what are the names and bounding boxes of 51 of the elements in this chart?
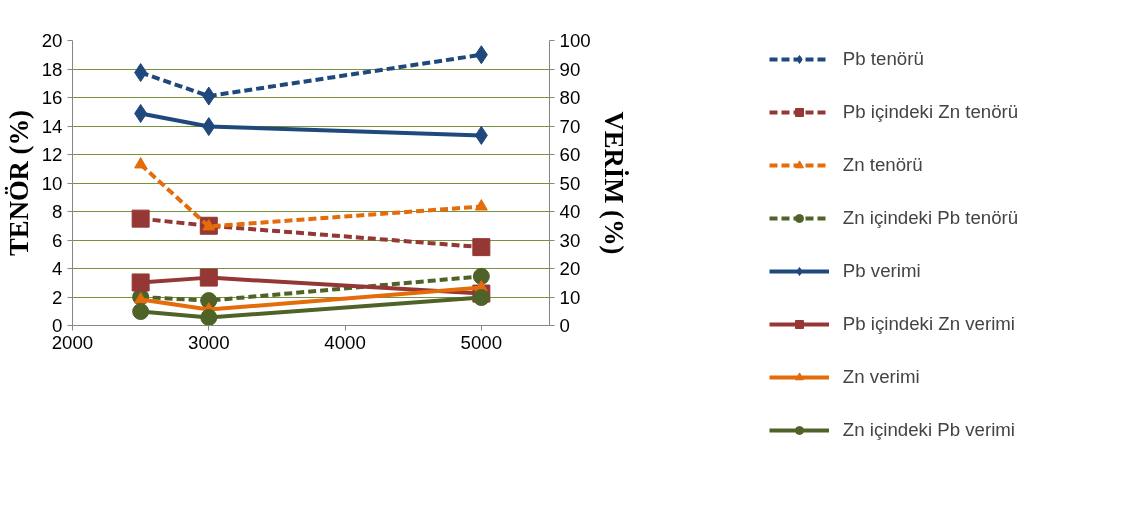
y2-tick-label: 80 xyxy=(559,87,581,108)
point xyxy=(134,63,148,83)
y-tick-label: 2 xyxy=(52,286,63,308)
legend-label: Pb içindeki Zn verimi xyxy=(842,313,1015,335)
point xyxy=(131,273,150,292)
y-tick-label: 20 xyxy=(41,30,63,51)
point xyxy=(200,309,218,326)
point xyxy=(474,199,488,211)
x-tick-label: 5000 xyxy=(460,331,503,353)
y-tick-label: 6 xyxy=(52,229,63,251)
legend-label: Pb içindeki Zn tenörü xyxy=(842,101,1019,123)
point xyxy=(202,86,216,106)
point xyxy=(472,289,490,307)
legend-label: Zn tenörü xyxy=(842,154,923,176)
point xyxy=(202,117,216,137)
y2-tick-label: 70 xyxy=(559,115,581,137)
point xyxy=(131,209,150,228)
point xyxy=(134,157,148,169)
x-tick-label: 4000 xyxy=(324,331,366,353)
point xyxy=(474,45,488,65)
legend-label: Pb tenörü xyxy=(842,48,924,70)
x-tick-label: 3000 xyxy=(188,331,230,353)
y2-tick-label: 10 xyxy=(559,286,581,308)
y-tick-label: 10 xyxy=(41,172,63,194)
y-tick-label: 4 xyxy=(52,258,63,279)
y2-tick-label: 100 xyxy=(559,30,591,51)
y2-tick-label: 50 xyxy=(559,172,581,194)
point xyxy=(132,303,150,321)
point xyxy=(472,238,491,257)
y2-tick-label: 60 xyxy=(559,144,581,165)
y2-tick-label: 90 xyxy=(559,58,581,80)
legend-label: Pb verimi xyxy=(842,260,921,282)
y2-tick-label: 30 xyxy=(559,229,581,251)
y-tick-label: 14 xyxy=(41,115,63,137)
y-tick-label: 8 xyxy=(52,201,63,222)
legend-label: Zn içindeki Pb tenörü xyxy=(842,207,1019,229)
y2-tick-label: 40 xyxy=(559,201,581,222)
y-tick-label: 16 xyxy=(41,87,63,108)
legend-label: Zn içindeki Pb verimi xyxy=(842,419,1015,441)
y-axis-title: TENÖR (%) xyxy=(3,110,34,256)
point xyxy=(472,267,490,285)
point xyxy=(199,268,218,287)
point xyxy=(134,292,148,304)
legend-label: Zn verimi xyxy=(842,366,920,388)
y2-tick-label: 0 xyxy=(559,315,570,336)
y2-tick-label: 20 xyxy=(559,258,581,279)
y-tick-label: 12 xyxy=(41,144,63,165)
y-tick-label: 18 xyxy=(41,58,63,80)
point xyxy=(134,103,148,123)
point xyxy=(474,125,488,145)
y2-axis-title: VERİM (%) xyxy=(598,111,629,255)
